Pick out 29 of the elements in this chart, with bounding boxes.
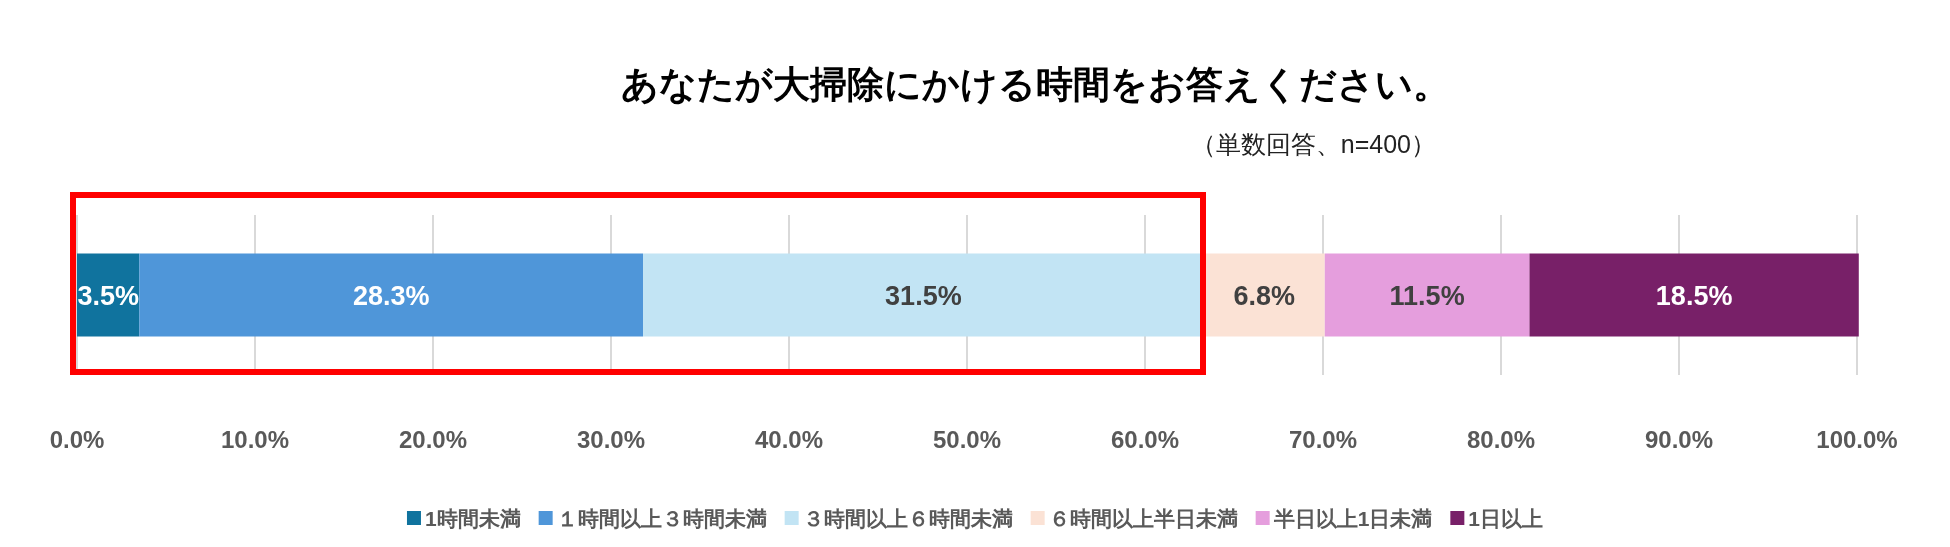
chart-subtitle: （単数回答、n=400） (1190, 130, 1436, 158)
legend-label: １時間以上３時間未満 (556, 507, 767, 530)
x-tick-label: 40.0% (754, 426, 824, 453)
x-tick-label: 0.0% (49, 426, 105, 453)
data-label: 31.5% (885, 281, 962, 311)
x-tick-label: 50.0% (932, 426, 1002, 453)
data-label: 18.5% (1655, 281, 1733, 311)
x-tick-label: 10.0% (220, 426, 290, 453)
legend-label: 1時間未満 (424, 507, 521, 530)
bar (1324, 253, 1530, 337)
data-label: 3.5% (77, 281, 139, 311)
legend-label: ６時間以上半日未満 (1048, 507, 1238, 530)
legend-label: 半日以上1日未満 (1272, 507, 1433, 530)
bar (1529, 253, 1859, 337)
x-tick-label: 100.0% (1816, 426, 1898, 453)
x-tick-label: 60.0% (1110, 426, 1180, 453)
x-tick-label: 70.0% (1288, 426, 1358, 453)
chart-title: あなたが大掃除にかける時間をお答えください。 (620, 64, 1450, 105)
data-label: 11.5% (1389, 281, 1465, 311)
x-tick-label: 20.0% (398, 426, 468, 453)
legend-label: ３時間以上６時間未満 (802, 507, 1013, 530)
bar (1203, 253, 1325, 337)
data-label: 28.3% (352, 281, 430, 311)
x-tick-label: 30.0% (576, 426, 646, 453)
legend-label: 1日以上 (1468, 507, 1544, 530)
bar (139, 253, 644, 337)
data-label: 6.8% (1233, 281, 1296, 311)
x-tick-label: 90.0% (1644, 426, 1714, 453)
x-tick-label: 80.0% (1466, 426, 1536, 453)
